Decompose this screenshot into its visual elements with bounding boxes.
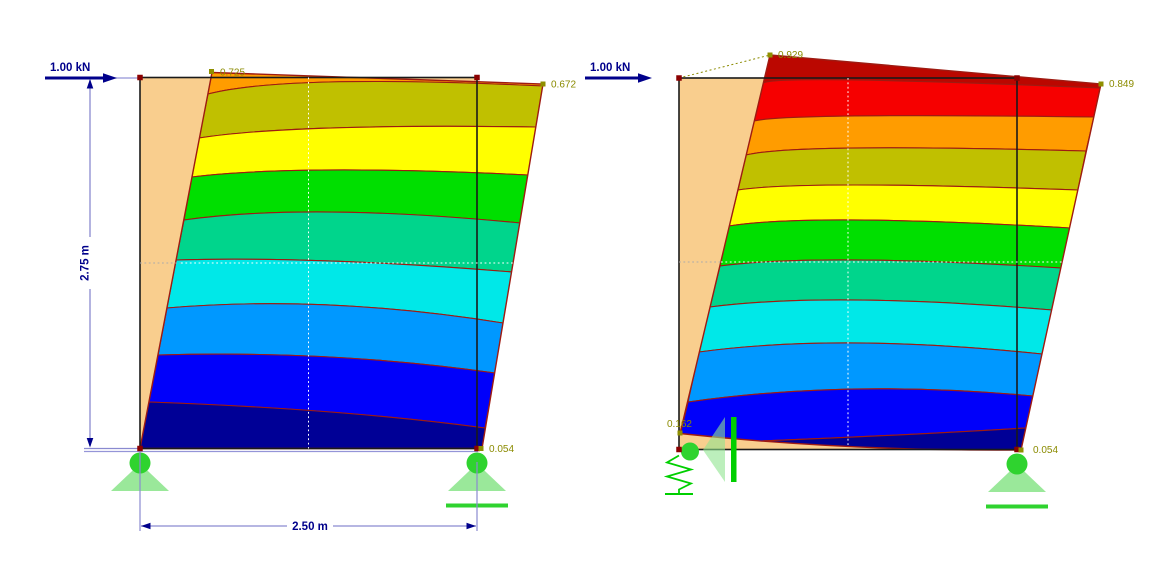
displacement-value-label: 0.054 <box>1033 445 1058 456</box>
node-marker <box>137 74 143 81</box>
displacement-value-label: 0.054 <box>489 444 514 455</box>
support-direction-arrow <box>703 417 725 482</box>
support-hinge-circle <box>681 442 699 461</box>
support-triangle <box>988 464 1046 492</box>
displacement-trajectory-line <box>678 54 771 79</box>
load-label: 1.00 kN <box>50 62 90 74</box>
displacement-value-label: 0.672 <box>551 80 576 91</box>
displacement-value-label: 0.725 <box>220 68 245 79</box>
result-marker <box>209 69 214 74</box>
guide-lines <box>140 77 513 449</box>
contour-band <box>753 79 1101 122</box>
dimension-horizontal: 2.50 m <box>139 452 478 533</box>
contour-band-group <box>140 72 543 449</box>
node-marker <box>1014 75 1020 81</box>
node-marker <box>1014 446 1020 453</box>
result-marker <box>1018 447 1024 453</box>
support-roller-icon <box>986 453 1048 509</box>
node-marker <box>676 75 682 81</box>
displacement-value-label: 0.929 <box>778 50 803 61</box>
result-marker <box>767 52 773 58</box>
load-arrowhead <box>638 73 652 83</box>
result-marker <box>677 430 683 436</box>
dimension-label: 2.75 m <box>80 245 92 281</box>
support-hinge-circle <box>1006 453 1028 475</box>
panel-left: 2.75 m 2.50 m 1.00 kN 0.725 0.672 0.054 <box>45 62 576 533</box>
dimension-arrowhead <box>466 522 476 530</box>
dimension-arrowhead <box>141 522 151 530</box>
contour-band <box>191 125 537 178</box>
result-marker <box>1098 81 1104 87</box>
dimension-label-mask <box>80 237 97 289</box>
result-marker <box>478 446 484 451</box>
dimension-arrowhead <box>86 438 94 448</box>
result-marker <box>540 81 546 87</box>
node-marker <box>676 446 682 453</box>
dimension-arrowhead <box>86 79 94 89</box>
node-marker <box>474 74 480 81</box>
contour-band <box>140 401 543 449</box>
load-label: 1.00 kN <box>590 62 630 74</box>
dimension-vertical: 2.75 m <box>80 79 140 450</box>
roller-line <box>986 504 1048 509</box>
node-marker <box>474 445 480 452</box>
load-arrow: 1.00 kN <box>45 62 117 83</box>
displacement-value-label: 0.849 <box>1109 79 1134 90</box>
node-marker <box>137 445 143 452</box>
support-direction-bar <box>731 417 737 482</box>
dimension-label: 2.50 m <box>292 521 328 533</box>
displacement-value-label: 0.162 <box>667 419 692 430</box>
dimension-label-mask <box>287 519 333 533</box>
support-spring-icon <box>663 417 737 495</box>
panel-right: 1.00 kN 0.929 0.849 0.162 0.054 <box>585 50 1134 509</box>
spring-zigzag <box>663 454 695 494</box>
load-arrowhead <box>103 73 117 83</box>
load-arrow: 1.00 kN <box>585 62 652 83</box>
contour-band <box>737 147 1087 191</box>
